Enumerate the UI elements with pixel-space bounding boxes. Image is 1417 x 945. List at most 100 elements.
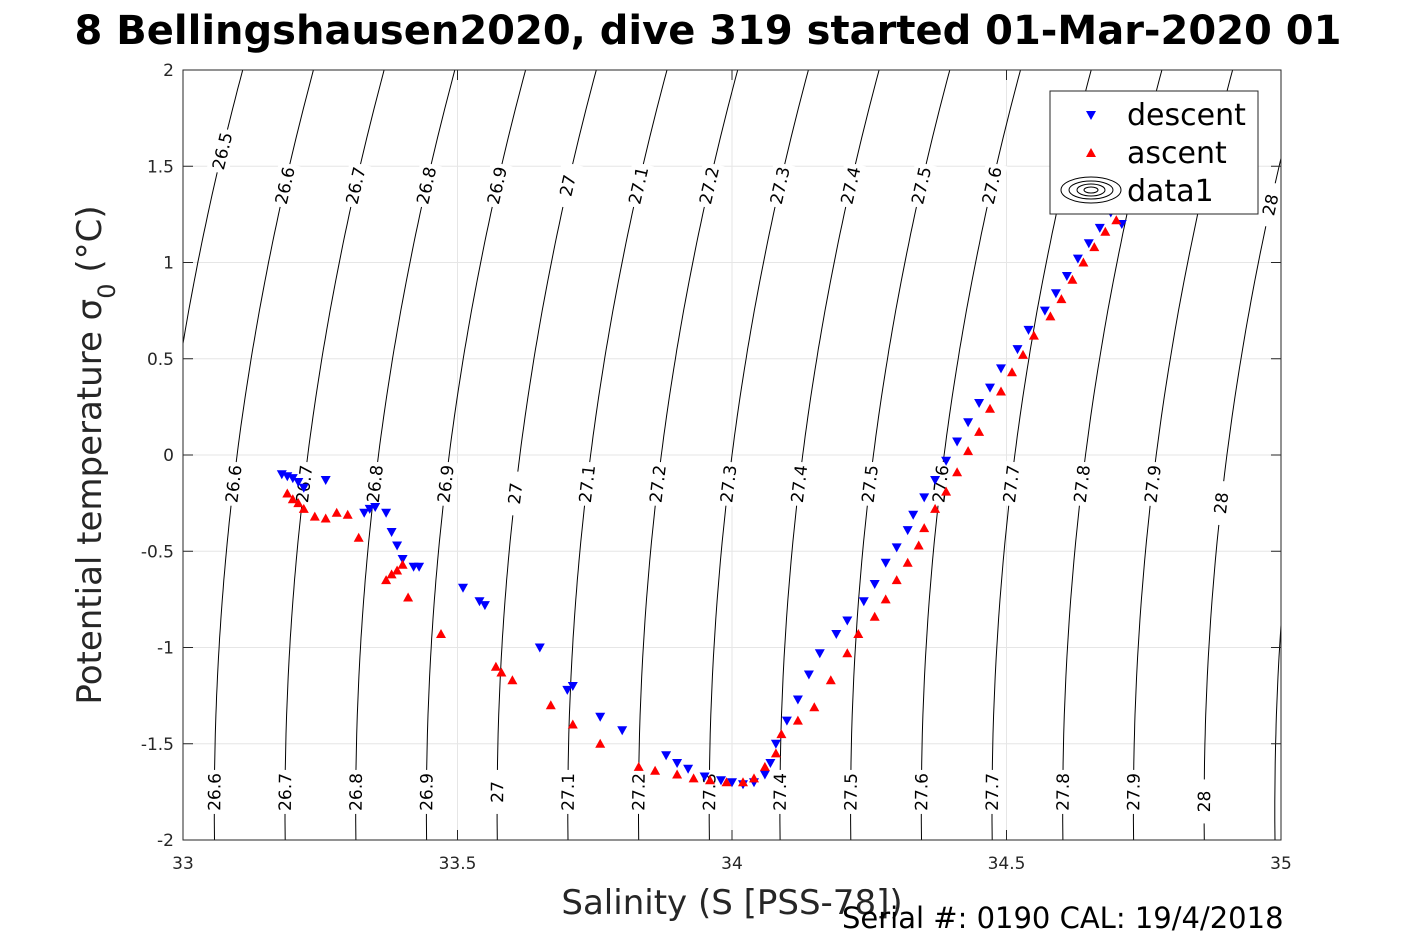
ascent-point bbox=[1007, 367, 1017, 377]
descent-point bbox=[386, 528, 397, 537]
isopycnal-label: 27.9 bbox=[1141, 464, 1165, 504]
descent-point bbox=[617, 726, 628, 736]
ascent-point bbox=[919, 523, 930, 533]
ascent-point bbox=[738, 777, 748, 787]
descent-point bbox=[1094, 223, 1105, 233]
descent-point bbox=[765, 759, 776, 768]
x-tick-label: 34.5 bbox=[988, 854, 1026, 874]
descent-point bbox=[1039, 306, 1050, 316]
isopycnal-label: 26.6 bbox=[222, 464, 246, 504]
isopycnal-label: 26.7 bbox=[276, 773, 296, 811]
ascent-point bbox=[320, 513, 331, 523]
descent-point bbox=[562, 685, 573, 695]
ascent-point bbox=[490, 661, 501, 671]
ascent-point bbox=[436, 629, 446, 638]
isopycnal-label: 27.2 bbox=[629, 773, 649, 811]
isopycnal-label: 27.5 bbox=[842, 773, 862, 811]
isopycnal-label-bg bbox=[206, 126, 239, 175]
isopycnal-label-bg bbox=[764, 161, 796, 210]
ascent-point bbox=[293, 498, 304, 508]
ascent-point bbox=[397, 559, 408, 569]
isopycnal-label-bg bbox=[714, 460, 742, 508]
descent-point bbox=[858, 597, 869, 607]
ascent-point bbox=[996, 386, 1006, 396]
isopycnal-label: 27.3 bbox=[700, 773, 720, 811]
isopycnal-label-bg bbox=[856, 460, 884, 508]
isopycnal-label: 27.6 bbox=[929, 464, 953, 504]
isopycnal-label: 27.2 bbox=[647, 464, 671, 504]
isopycnal-label-bg bbox=[980, 769, 1004, 815]
ascent-point bbox=[1067, 274, 1078, 284]
isopycnal-label-bg bbox=[556, 769, 580, 815]
isopycnal-label-bg bbox=[698, 769, 721, 815]
ascent-point bbox=[1111, 215, 1122, 225]
x-axis-label: Salinity (S [PSS-78]) bbox=[561, 883, 902, 923]
descent-point bbox=[1023, 325, 1034, 335]
y-tick-label: 0.5 bbox=[147, 350, 174, 370]
ascent-point bbox=[507, 675, 518, 685]
descent-point bbox=[891, 543, 902, 553]
descent-point bbox=[1061, 272, 1072, 281]
isopycnal-label: 27.1 bbox=[576, 464, 600, 504]
isopycnal-label-bg bbox=[573, 460, 601, 508]
ascent-point bbox=[880, 594, 891, 604]
descent-point bbox=[359, 508, 370, 518]
isopycnal-label-bg bbox=[834, 161, 867, 210]
ascent-point bbox=[842, 648, 853, 658]
ascent-point bbox=[342, 509, 353, 519]
y-tick-label: 0 bbox=[163, 446, 174, 466]
descent-point bbox=[474, 597, 485, 607]
ascent-point bbox=[869, 611, 880, 621]
isopycnal-label: 26.9 bbox=[417, 773, 437, 811]
isopycnal-label-bg bbox=[415, 769, 438, 815]
legend-descent-label: descent bbox=[1127, 98, 1246, 133]
y-axis-label-subscript: 0 bbox=[93, 283, 121, 298]
descent-point bbox=[364, 504, 375, 514]
descent-point bbox=[880, 558, 891, 568]
isopycnal-label-bg bbox=[269, 161, 301, 210]
descent-point bbox=[397, 555, 408, 564]
ascent-point bbox=[809, 702, 820, 712]
isopycnal-label-bg bbox=[1254, 180, 1286, 229]
ascent-point bbox=[902, 557, 913, 567]
isopycnal-label-bg bbox=[976, 161, 1008, 210]
isopycnal-label: 28 bbox=[1195, 791, 1215, 813]
isopycnal-label-bg bbox=[768, 769, 792, 815]
isopycnal-label-bg bbox=[344, 769, 367, 815]
descent-point bbox=[974, 399, 985, 408]
descent-point bbox=[908, 510, 919, 520]
ascent-point bbox=[952, 467, 963, 477]
descent-point bbox=[1072, 254, 1083, 264]
ascent-point bbox=[381, 575, 392, 585]
ascent-point bbox=[913, 540, 924, 550]
isopycnal-label-bg bbox=[785, 460, 813, 508]
descent-point bbox=[1012, 345, 1023, 355]
descent-point bbox=[567, 682, 578, 691]
isopycnal-label: 27.3 bbox=[717, 464, 741, 504]
ascent-point bbox=[545, 700, 556, 710]
ascent-point bbox=[770, 748, 781, 758]
isopycnal-label: 27.9 bbox=[1124, 773, 1144, 811]
ascent-point bbox=[1100, 226, 1111, 236]
ascent-point bbox=[776, 729, 787, 739]
legend-box bbox=[1049, 90, 1259, 215]
isopycnal-label: 27.5 bbox=[859, 464, 883, 504]
descent-point bbox=[930, 476, 941, 485]
ascent-point bbox=[595, 738, 606, 748]
ascent-point bbox=[891, 575, 902, 585]
y-tick-label: 1 bbox=[163, 254, 174, 274]
ascent-point bbox=[650, 765, 661, 775]
y-axis-label-unit: (°C) bbox=[70, 205, 110, 283]
x-tick-label: 34 bbox=[721, 854, 743, 874]
isopycnal-label: 27.1 bbox=[559, 773, 579, 811]
legend-data1-label: data1 bbox=[1127, 174, 1214, 209]
descent-point bbox=[869, 580, 880, 589]
isopycnal-label: 28 bbox=[1211, 491, 1233, 515]
ascent-point bbox=[496, 667, 507, 677]
ascent-point bbox=[705, 775, 715, 785]
isopycnal-label-bg bbox=[622, 161, 655, 210]
descent-point bbox=[298, 483, 309, 493]
isopycnal-label-bg bbox=[339, 161, 372, 210]
ascent-point bbox=[1018, 349, 1028, 359]
